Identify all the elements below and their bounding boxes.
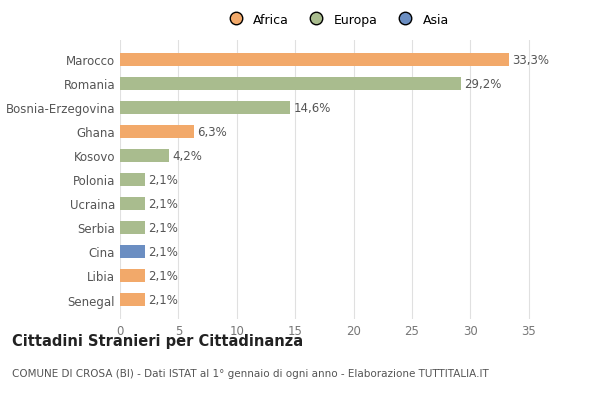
Text: 4,2%: 4,2% [173,150,202,162]
Legend: Africa, Europa, Asia: Africa, Europa, Asia [221,11,452,29]
Text: 6,3%: 6,3% [197,126,227,139]
Text: COMUNE DI CROSA (BI) - Dati ISTAT al 1° gennaio di ogni anno - Elaborazione TUTT: COMUNE DI CROSA (BI) - Dati ISTAT al 1° … [12,368,489,378]
Text: 29,2%: 29,2% [464,78,502,90]
Text: 2,1%: 2,1% [148,173,178,187]
Text: 14,6%: 14,6% [294,101,331,115]
Text: 2,1%: 2,1% [148,293,178,306]
Bar [120,197,145,211]
Bar [120,101,290,115]
Bar [120,149,169,163]
Bar [120,269,145,282]
Bar [120,126,194,139]
Text: 33,3%: 33,3% [512,54,550,67]
Bar [120,78,461,91]
Bar [120,54,509,67]
Text: Cittadini Stranieri per Cittadinanza: Cittadini Stranieri per Cittadinanza [12,333,303,348]
Bar [120,221,145,234]
Text: 2,1%: 2,1% [148,245,178,258]
Text: 2,1%: 2,1% [148,221,178,234]
Bar [120,245,145,258]
Text: 2,1%: 2,1% [148,270,178,282]
Bar [120,173,145,187]
Bar [120,293,145,306]
Text: 2,1%: 2,1% [148,198,178,210]
